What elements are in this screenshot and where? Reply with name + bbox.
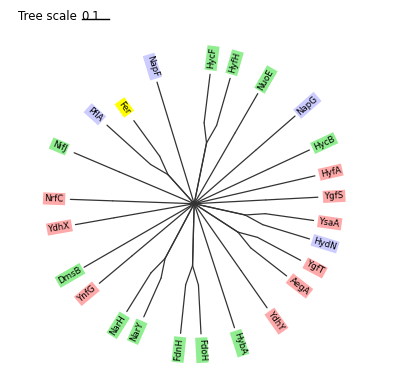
Text: HycB: HycB xyxy=(312,134,336,152)
Text: DmsB: DmsB xyxy=(57,265,83,286)
Text: NapF: NapF xyxy=(145,55,160,78)
Text: NuoE: NuoE xyxy=(256,68,276,92)
Text: YdhX: YdhX xyxy=(48,221,71,234)
Text: NarY: NarY xyxy=(129,320,146,343)
Text: Fer: Fer xyxy=(117,99,132,116)
Text: NapG: NapG xyxy=(295,94,319,117)
Text: HycF: HycF xyxy=(206,47,218,69)
Text: YnfG: YnfG xyxy=(76,284,98,304)
Text: YgfS: YgfS xyxy=(324,191,344,201)
Text: PflA: PflA xyxy=(86,106,104,123)
Text: FdnH: FdnH xyxy=(173,338,184,361)
Text: Tree scale: Tree scale xyxy=(18,10,80,23)
Text: 0.1: 0.1 xyxy=(82,10,100,23)
Text: HyfH: HyfH xyxy=(227,51,242,74)
Text: NifJ: NifJ xyxy=(51,139,68,153)
Text: NarH: NarH xyxy=(109,314,128,337)
Text: HybA: HybA xyxy=(232,331,247,355)
Text: AegA: AegA xyxy=(288,275,311,296)
Text: YgfT: YgfT xyxy=(304,260,326,276)
Text: YsaA: YsaA xyxy=(319,217,341,229)
Text: HyfA: HyfA xyxy=(320,165,342,179)
Text: NrfC: NrfC xyxy=(44,194,64,204)
Text: YdhY: YdhY xyxy=(266,310,286,333)
Text: FdoH: FdoH xyxy=(197,339,207,362)
Text: HydN: HydN xyxy=(312,236,338,251)
